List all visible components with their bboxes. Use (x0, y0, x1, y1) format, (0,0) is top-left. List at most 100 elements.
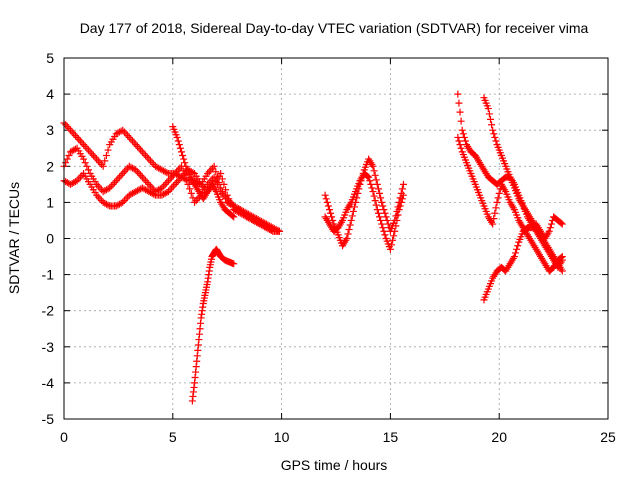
data-point (558, 267, 566, 275)
data-point (484, 105, 492, 113)
data-point (220, 180, 228, 188)
data-point (486, 115, 494, 123)
data-point (378, 220, 386, 228)
data-point (181, 159, 189, 167)
data-point (104, 146, 112, 154)
data-point (457, 144, 465, 152)
data-point (558, 253, 566, 261)
y-tick-label: 0 (46, 231, 54, 247)
data-point (179, 151, 187, 159)
data-point (80, 155, 88, 163)
data-point (386, 245, 394, 253)
y-tick-label: 5 (46, 50, 54, 66)
data-point (397, 198, 405, 206)
data-point (383, 216, 391, 224)
data-point (62, 159, 70, 167)
data-point (378, 198, 386, 206)
data-point (373, 206, 381, 214)
data-point (370, 167, 378, 175)
data-point (346, 221, 354, 229)
y-tick-label: 4 (46, 86, 54, 102)
data-point (230, 213, 238, 221)
data-point (394, 211, 402, 219)
data-point (458, 126, 466, 134)
data-point (173, 133, 181, 141)
data-point (366, 177, 374, 185)
data-point (510, 253, 518, 261)
data-point (275, 227, 283, 235)
data-point (350, 203, 358, 211)
data-point (370, 192, 378, 200)
data-point (460, 133, 468, 141)
data-point (488, 121, 496, 129)
data-point (229, 212, 237, 220)
data-point (514, 242, 522, 250)
data-point (390, 232, 398, 240)
plot-frame (63, 57, 609, 420)
data-point (490, 130, 498, 138)
data-point (187, 189, 195, 197)
data-point (461, 137, 469, 145)
data-point (495, 189, 503, 197)
data-point (189, 169, 197, 177)
data-point (491, 133, 499, 141)
data-point (323, 198, 331, 206)
data-point (380, 227, 388, 235)
data-point (367, 180, 375, 188)
data-point (178, 148, 186, 156)
data-point (493, 198, 501, 206)
data-point (101, 157, 109, 165)
data-point (174, 137, 182, 145)
y-tick-label: -2 (42, 303, 55, 319)
data-point (392, 222, 400, 230)
data-point (345, 225, 353, 233)
data-point (175, 141, 183, 149)
data-point (456, 108, 464, 116)
data-point (391, 227, 399, 235)
data-point (230, 260, 238, 268)
data-point (455, 99, 463, 107)
x-axis-label: GPS time / hours (281, 457, 388, 473)
data-point (398, 195, 406, 203)
series-track-j (480, 94, 566, 275)
data-point (382, 213, 390, 221)
data-point (377, 194, 385, 202)
data-point (348, 212, 356, 220)
x-tick-label: 0 (60, 429, 68, 445)
data-point (210, 162, 218, 170)
data-point (512, 249, 520, 257)
data-point (365, 173, 373, 181)
data-point (99, 162, 107, 170)
data-point (321, 191, 329, 199)
data-point (381, 209, 389, 217)
y-tick-label: 3 (46, 122, 54, 138)
x-tick-label: 10 (274, 429, 290, 445)
data-point (212, 168, 220, 176)
data-point (372, 201, 380, 209)
data-point (347, 216, 355, 224)
data-point (324, 202, 332, 210)
data-point (343, 235, 351, 242)
data-point (223, 191, 231, 199)
data-point (371, 171, 379, 179)
data-point (371, 197, 379, 205)
data-point (222, 186, 230, 194)
data-point (369, 188, 377, 196)
data-point (322, 195, 330, 203)
data-point (228, 202, 236, 210)
data-point (546, 224, 554, 232)
y-tick-label: 2 (46, 158, 54, 174)
x-tick-label: 15 (383, 429, 399, 445)
data-point (364, 172, 372, 180)
data-point (557, 219, 565, 227)
data-point (398, 185, 406, 193)
data-point (491, 209, 499, 217)
data-point (396, 202, 404, 210)
data-point (150, 190, 158, 198)
data-point (380, 206, 388, 214)
data-point (492, 204, 500, 212)
data-point (457, 117, 465, 125)
data-point (485, 110, 493, 118)
data-point (325, 206, 333, 214)
data-point (176, 144, 184, 152)
